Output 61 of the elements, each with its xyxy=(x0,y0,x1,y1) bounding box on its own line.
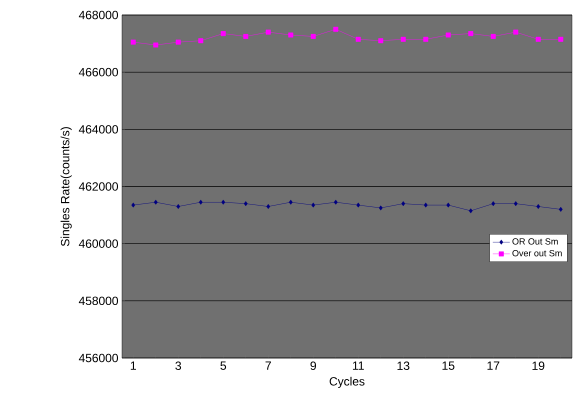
point xyxy=(220,31,226,36)
x-tick-label: 19 xyxy=(532,362,544,370)
y-axis-title: Singles Rate(counts/s) xyxy=(60,127,72,246)
point xyxy=(198,200,203,205)
x-tick-label: 7 xyxy=(266,362,271,370)
point xyxy=(176,40,181,45)
point xyxy=(424,202,428,208)
point xyxy=(536,204,540,209)
legend-label: OR Out Sm xyxy=(512,238,558,245)
point xyxy=(356,36,361,42)
point xyxy=(423,36,428,42)
point xyxy=(514,201,518,206)
point xyxy=(288,200,293,205)
point xyxy=(446,32,451,38)
point xyxy=(266,204,270,209)
point xyxy=(378,205,383,210)
y-tick-label: 464000 xyxy=(78,125,118,134)
point xyxy=(176,204,180,209)
point xyxy=(243,34,248,39)
point xyxy=(131,202,136,208)
point xyxy=(490,34,496,39)
y-tick-label: 468000 xyxy=(78,10,118,20)
y-tick-label: 462000 xyxy=(78,182,118,191)
point xyxy=(400,36,406,42)
y-tick-label: 458000 xyxy=(78,296,118,306)
point xyxy=(198,38,204,44)
point xyxy=(221,200,226,205)
point xyxy=(401,201,406,206)
y-tick-label: 456000 xyxy=(78,354,118,362)
legend-label: Over out Sm xyxy=(512,250,562,256)
point xyxy=(468,31,474,36)
x-tick-label: 15 xyxy=(442,362,454,370)
point xyxy=(334,200,338,205)
y-tick-label: 466000 xyxy=(78,68,118,76)
point xyxy=(311,202,316,208)
point xyxy=(491,201,496,206)
point xyxy=(154,200,158,205)
point xyxy=(558,206,563,212)
x-tick-label: 1 xyxy=(130,362,136,370)
point xyxy=(333,26,338,32)
x-tick-label: 5 xyxy=(220,362,226,370)
point xyxy=(266,30,271,35)
x-tick-label: 13 xyxy=(398,362,410,370)
x-tick-label: 3 xyxy=(175,362,182,370)
x-tick-label: 17 xyxy=(488,362,500,370)
point xyxy=(513,30,518,35)
point xyxy=(244,201,248,206)
point xyxy=(378,38,384,44)
point xyxy=(288,32,294,38)
point xyxy=(356,202,360,208)
point xyxy=(558,36,564,42)
y-tick-label: 460000 xyxy=(78,239,118,248)
x-tick-label: 9 xyxy=(310,362,316,370)
x-tick-label: 11 xyxy=(352,362,364,370)
point xyxy=(536,36,541,42)
point xyxy=(130,40,136,45)
point xyxy=(153,42,158,48)
point xyxy=(310,34,316,39)
x-axis-title: Cycles xyxy=(330,376,364,388)
point xyxy=(468,208,473,214)
point xyxy=(446,202,450,208)
